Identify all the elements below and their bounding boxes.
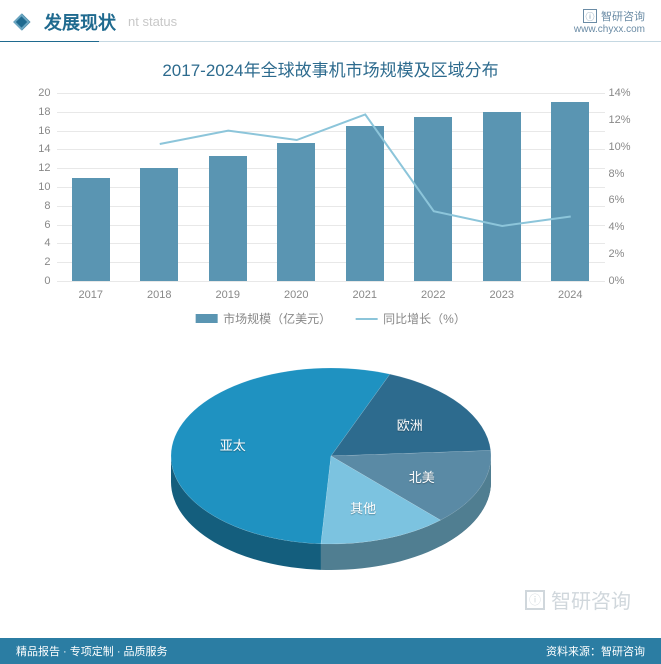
gridline [57, 131, 605, 132]
gridline [57, 112, 605, 113]
diamond-outline-icon [13, 13, 30, 30]
legend: 市场规模（亿美元） 同比增长（%） [195, 310, 466, 327]
y-right-tick: 4% [609, 221, 639, 233]
y-left-tick: 20 [25, 87, 51, 99]
x-tick: 2019 [216, 289, 240, 301]
y-left-tick: 18 [25, 106, 51, 118]
y-right-tick: 8% [609, 168, 639, 180]
y-right-tick: 12% [609, 114, 639, 126]
y-left-tick: 6 [25, 219, 51, 231]
legend-bar-swatch [195, 314, 217, 323]
bar [72, 178, 110, 281]
y-left-tick: 8 [25, 200, 51, 212]
gridline [57, 149, 605, 150]
legend-bar-label: 市场规模（亿美元） [223, 310, 331, 327]
bar [414, 117, 452, 281]
logo: ⓘ 智研咨询 [574, 8, 645, 24]
x-tick: 2020 [284, 289, 308, 301]
legend-item-bar: 市场规模（亿美元） [195, 310, 331, 327]
pie-chart: 亚太 欧洲北美其他 [141, 341, 521, 581]
x-tick: 2022 [421, 289, 445, 301]
source-url: www.chyxx.com [574, 24, 645, 35]
footer-right: 资料来源：智研咨询 [546, 643, 645, 659]
legend-line-label: 同比增长（%） [383, 310, 466, 327]
y-left-tick: 2 [25, 256, 51, 268]
header-right: ⓘ 智研咨询 www.chyxx.com [574, 8, 645, 35]
x-tick: 2018 [147, 289, 171, 301]
y-right-tick: 14% [609, 87, 639, 99]
bar [209, 156, 247, 281]
y-left-tick: 16 [25, 125, 51, 137]
x-tick: 2023 [490, 289, 514, 301]
legend-line-swatch [355, 318, 377, 320]
divider [0, 41, 661, 42]
header: 发展现状 nt status ⓘ 智研咨询 www.chyxx.com [0, 0, 661, 39]
gridline [57, 206, 605, 207]
bar [551, 102, 589, 281]
page-title-cn: 发展现状 [44, 9, 116, 35]
page-title-en: nt status [128, 14, 177, 29]
logo-icon: ⓘ [583, 9, 597, 23]
bar [277, 143, 315, 281]
y-left-tick: 10 [25, 181, 51, 193]
y-right-tick: 0% [609, 275, 639, 287]
gridline [57, 281, 605, 282]
combo-chart: 0 2 4 6 8 10 12 14 16 18 20 0% 2% 4% 6% 8% 10% 12% 14% 2017… [21, 89, 641, 329]
pie-label: 欧洲 [397, 415, 423, 434]
pie-svg [141, 341, 521, 581]
gridline [57, 93, 605, 94]
footer-left: 精品报告 · 专项定制 · 品质服务 [16, 643, 168, 659]
legend-item-line: 同比增长（%） [355, 310, 466, 327]
bar [346, 126, 384, 281]
footer: 精品报告 · 专项定制 · 品质服务 资料来源：智研咨询 [0, 638, 661, 664]
watermark-icon: ⓘ [525, 590, 545, 610]
gridline [57, 262, 605, 263]
pie-label: 亚太 [220, 435, 246, 454]
y-left-tick: 14 [25, 143, 51, 155]
watermark-text: 智研咨询 [551, 585, 631, 614]
logo-text: 智研咨询 [601, 8, 645, 24]
x-tick: 2021 [353, 289, 377, 301]
gridline [57, 243, 605, 244]
y-left-tick: 12 [25, 162, 51, 174]
y-right-tick: 10% [609, 141, 639, 153]
watermark: ⓘ 智研咨询 [525, 585, 631, 614]
gridline [57, 225, 605, 226]
x-tick: 2017 [79, 289, 103, 301]
y-right-tick: 6% [609, 194, 639, 206]
bar [140, 168, 178, 281]
y-right-tick: 2% [609, 248, 639, 260]
y-left-tick: 4 [25, 237, 51, 249]
pie-label: 其他 [350, 498, 376, 517]
header-left: 发展现状 nt status [16, 9, 177, 35]
bar [483, 112, 521, 281]
gridline [57, 168, 605, 169]
y-left-tick: 0 [25, 275, 51, 287]
gridline [57, 187, 605, 188]
chart-title: 2017-2024年全球故事机市场规模及区域分布 [0, 56, 661, 81]
pie-label: 北美 [409, 467, 435, 486]
x-tick: 2024 [558, 289, 582, 301]
